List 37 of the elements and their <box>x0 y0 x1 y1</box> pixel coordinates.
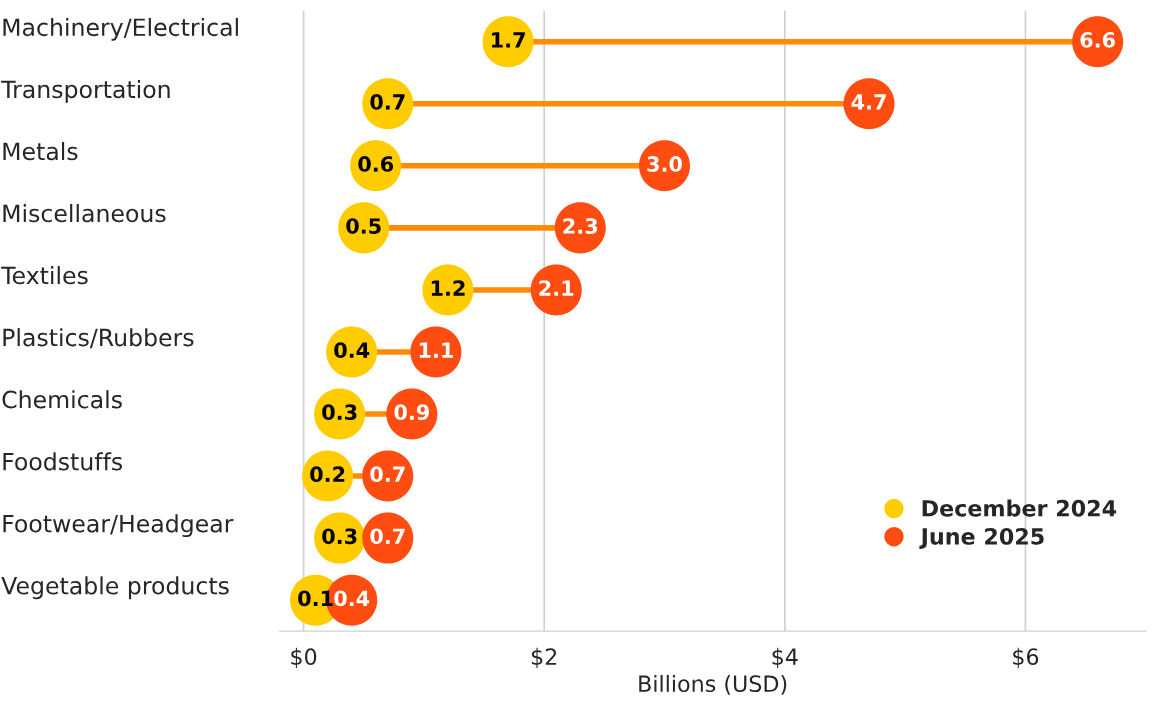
y-tick-label: Textiles <box>1 266 88 285</box>
data-label: 1.7 <box>492 32 525 48</box>
data-label: 0.5 <box>346 218 381 234</box>
data-label: 0.4 <box>334 342 370 359</box>
y-tick-label: Transportation <box>1 79 170 103</box>
x-axis-title: Billions (USD) <box>639 674 787 695</box>
x-tick-label: $4 <box>772 647 798 668</box>
data-label: 0.4 <box>334 590 370 607</box>
data-label: 6.6 <box>1080 32 1115 48</box>
y-tick-label: Machinery/Electrical <box>3 17 238 41</box>
data-label: 0.7 <box>370 466 405 483</box>
y-tick-label: Plastics/Rubbers <box>3 328 194 349</box>
data-label: 3.0 <box>647 156 682 172</box>
data-label: 0.3 <box>322 528 357 545</box>
data-label: 4.7 <box>851 94 886 110</box>
data-label: 0.9 <box>394 404 429 421</box>
legend-label: June 2025 <box>919 528 1044 549</box>
data-label: 2.3 <box>563 218 598 234</box>
data-label: 0.7 <box>370 94 405 110</box>
x-tick-label: $6 <box>1013 647 1039 668</box>
legend-label: December 2024 <box>922 499 1117 517</box>
data-label: 1.1 <box>419 342 453 358</box>
data-label: 0.7 <box>370 528 405 545</box>
y-tick-label: Metals <box>3 141 78 161</box>
data-label: 0.2 <box>310 466 345 483</box>
data-label: 0.6 <box>358 156 394 172</box>
data-label: 1.2 <box>431 280 465 296</box>
y-tick-label: Miscellaneous <box>3 204 166 223</box>
data-label: 0.3 <box>322 404 357 421</box>
x-tick-label: $2 <box>531 647 557 668</box>
y-tick-label: Chemicals <box>2 390 122 409</box>
data-label: 0.1 <box>298 590 333 607</box>
data-label: 2.1 <box>539 280 574 296</box>
y-tick-label: Footwear/Headgear <box>3 514 234 538</box>
x-tick-label: $0 <box>291 647 317 668</box>
y-tick-label: Foodstuffs <box>3 452 123 471</box>
y-tick-label: Vegetable products <box>1 576 229 600</box>
